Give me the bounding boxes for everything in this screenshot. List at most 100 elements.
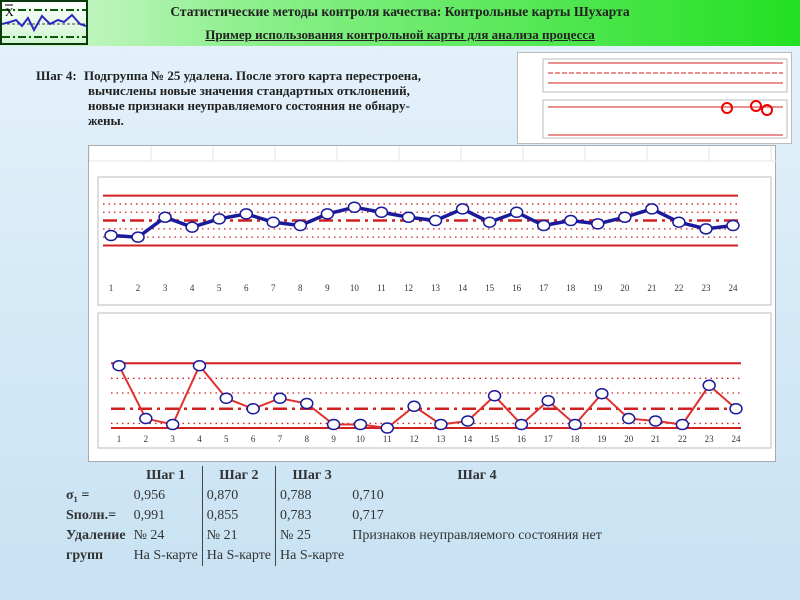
x-tick-label: 9	[325, 283, 330, 293]
cell: 0,855	[201, 506, 276, 526]
data-point	[726, 219, 740, 232]
table-row: σ₁ = 0,956 0,870 0,788 0,710	[62, 486, 606, 506]
x-tick-label: 16	[517, 434, 527, 444]
x-tick-label: 17	[539, 283, 549, 293]
col-header: Шаг 2	[201, 466, 276, 486]
data-point	[595, 387, 609, 400]
x-tick-label: 19	[593, 283, 603, 293]
step-line: новые признаки неуправляемого состояния …	[88, 98, 410, 113]
x-tick-label: 11	[383, 434, 392, 444]
data-point	[300, 397, 314, 410]
table-row: Sполн.= 0,991 0,855 0,783 0,717	[62, 506, 606, 526]
data-point	[729, 403, 743, 415]
data-point	[434, 418, 448, 431]
row-label: Удаление	[66, 528, 126, 543]
data-point	[192, 359, 207, 372]
x-tick-label: 23	[701, 283, 711, 293]
data-point	[702, 379, 716, 392]
x-tick-label: 24	[729, 283, 739, 293]
x-tick-label: 3	[163, 283, 168, 293]
page-subtitle: Пример использования контрольной карты д…	[205, 27, 595, 42]
data-point	[374, 206, 389, 218]
col-header: Шаг 3	[275, 466, 349, 486]
data-point	[158, 211, 172, 223]
cell: На S-карте	[133, 548, 198, 563]
x-tick-label: 16	[512, 283, 522, 293]
step-label: Шаг 4:	[36, 68, 77, 83]
x-tick-label: 2	[144, 434, 149, 444]
data-point	[509, 206, 524, 218]
x-tick-label: 11	[377, 283, 386, 293]
cell: 0,717	[352, 508, 384, 523]
results-table: Шаг 1 Шаг 2 Шаг 3 Шаг 4 σ₁ = 0,956 0,870…	[62, 466, 606, 566]
data-point	[699, 223, 713, 235]
x-tick-label: 7	[271, 283, 276, 293]
x-tick-label: 6	[244, 283, 249, 293]
cell: 0,788	[275, 486, 349, 506]
x-tick-label: 15	[485, 283, 495, 293]
data-point	[273, 392, 287, 404]
data-point	[648, 415, 663, 427]
data-point	[131, 231, 145, 243]
x-tick-label: 1	[117, 434, 122, 444]
table-row: Удаление № 24 № 21 № 25 Признаков неупра…	[62, 526, 606, 546]
data-point	[460, 415, 475, 427]
control-chart-logo-icon: X	[0, 0, 88, 45]
cell: 0,783	[275, 506, 349, 526]
data-point	[246, 403, 260, 415]
plot-area	[97, 176, 772, 306]
x-tick-label: 9	[331, 434, 336, 444]
x-tick-label: 14	[463, 434, 473, 444]
cell: 0,956	[133, 488, 166, 503]
data-point	[407, 400, 421, 413]
step-line: вычислены новые значения стандартных отк…	[88, 83, 410, 98]
cell: Признаков неуправляемого состояния нет	[352, 528, 602, 543]
x-tick-label: 12	[410, 434, 419, 444]
data-point	[112, 359, 126, 372]
data-point	[165, 418, 180, 431]
data-point	[428, 214, 443, 227]
data-point	[675, 418, 690, 431]
previous-chart-thumbnail	[517, 52, 792, 144]
cell: На S-карте	[201, 546, 276, 566]
data-point	[672, 216, 686, 228]
row-label: Sполн.=	[66, 508, 117, 523]
data-point	[139, 412, 153, 425]
x-tick-label: 15	[490, 434, 500, 444]
outlier-marker	[750, 100, 762, 112]
col-header: Шаг 1	[146, 468, 186, 483]
page-title: Статистические методы контроля качества:…	[170, 4, 630, 19]
data-point	[568, 418, 582, 431]
data-point	[645, 203, 659, 215]
cell: На S-карте	[275, 546, 349, 566]
data-point	[219, 392, 234, 404]
x-tick-label: 14	[458, 283, 468, 293]
x-tick-label: 10	[350, 283, 360, 293]
x-tick-label: 22	[674, 283, 683, 293]
data-point	[401, 211, 416, 223]
logo-symbol: X	[5, 5, 14, 19]
data-point	[185, 221, 199, 233]
x-tick-label: 1	[109, 283, 114, 293]
control-charts-frame: 1,002,003,004,005,006,001234567891011121…	[70, 145, 777, 462]
data-point	[293, 219, 308, 232]
data-point	[326, 418, 341, 431]
x-tick-label: 21	[651, 434, 660, 444]
outlier-marker	[761, 104, 773, 116]
row-label: групп	[66, 548, 104, 563]
cell: № 24	[133, 528, 165, 543]
cell: 0,991	[133, 508, 166, 523]
data-point	[482, 216, 497, 228]
row-label: σ₁ =	[66, 488, 90, 503]
control-charts: 1,002,003,004,005,006,001234567891011121…	[70, 146, 777, 449]
data-point	[536, 219, 551, 232]
x-tick-label: 18	[571, 434, 581, 444]
data-point	[380, 422, 395, 434]
data-point	[239, 208, 253, 220]
x-tick-label: 8	[305, 434, 310, 444]
x-tick-label: 18	[566, 283, 576, 293]
data-point	[541, 394, 555, 407]
x-tick-label: 3	[170, 434, 175, 444]
x-tick-label: 7	[278, 434, 283, 444]
data-point	[104, 229, 118, 242]
